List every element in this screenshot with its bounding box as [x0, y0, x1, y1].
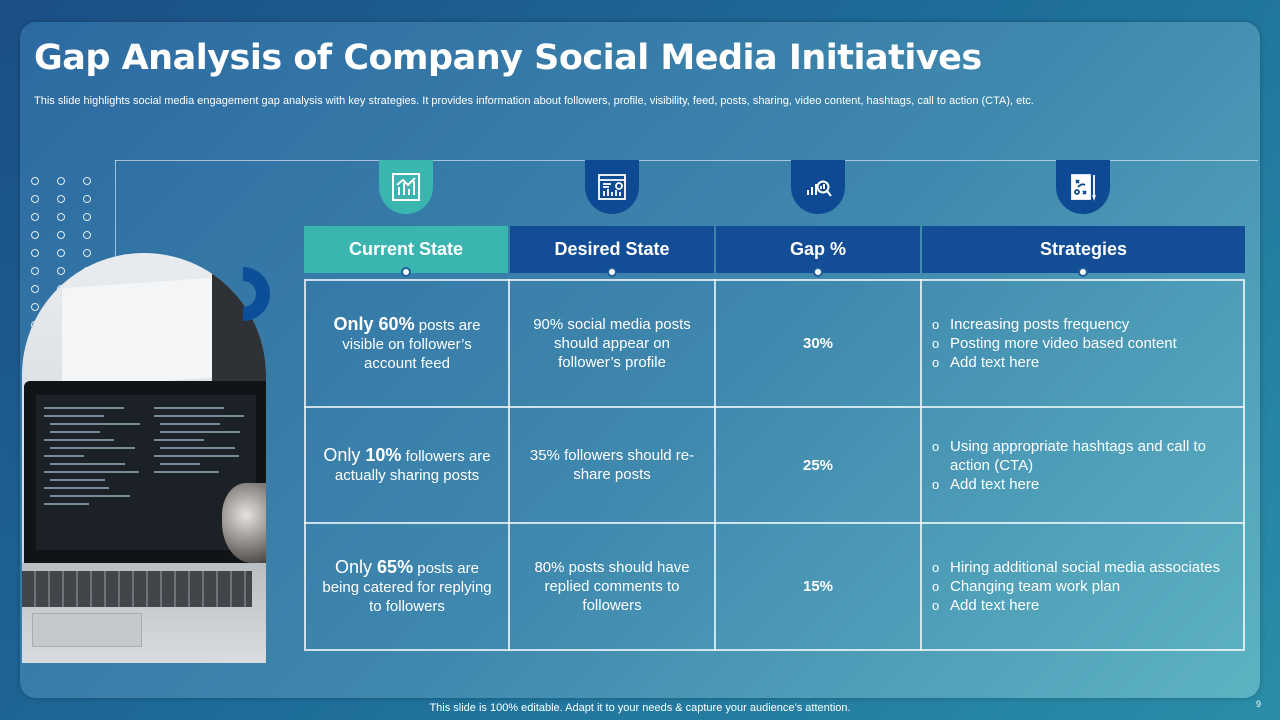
- strategy-item: Add text here: [932, 596, 1220, 615]
- table-cell-strategies: Increasing posts frequency Posting more …: [922, 281, 1243, 406]
- table-divider: [714, 279, 716, 651]
- page-number: 9: [1256, 699, 1262, 709]
- connector-dot: [813, 267, 823, 277]
- table-cell-gap: 15%: [802, 578, 834, 595]
- connector-dot: [607, 267, 617, 277]
- gap-table: [304, 279, 1245, 651]
- header-desired-state: Desired State: [510, 226, 714, 273]
- strategy-item: Using appropriate hashtags and call to a…: [932, 437, 1233, 475]
- table-cell-current: Only 65% posts are being catered for rep…: [322, 556, 492, 615]
- connector-dot: [401, 267, 411, 277]
- table-cell-strategies: Using appropriate hashtags and call to a…: [922, 408, 1243, 522]
- strategy-item: Add text here: [932, 353, 1177, 372]
- table-cell-current: Only 60% posts are visible on follower’s…: [333, 313, 481, 372]
- table-cell-strategies: Hiring additional social media associate…: [922, 524, 1243, 649]
- connector-dot: [1078, 267, 1088, 277]
- laptop-photo: [22, 253, 266, 663]
- table-cell-desired: 35% followers should re-share posts: [529, 447, 695, 483]
- strategy-item: Hiring additional social media associate…: [932, 558, 1220, 577]
- decorative-frame-line: [115, 160, 116, 260]
- header-current-state: Current State: [304, 226, 508, 273]
- dashboard-icon: [585, 160, 639, 214]
- table-divider: [920, 279, 922, 651]
- table-cell-gap: 25%: [802, 456, 834, 474]
- strategy-item: Increasing posts frequency: [932, 315, 1177, 334]
- strategy-item: Add text here: [932, 475, 1233, 494]
- bar-chart-icon: [379, 160, 433, 214]
- strategy-board-icon: [1056, 160, 1110, 214]
- table-divider: [304, 522, 1245, 524]
- header-gap-percent: Gap %: [716, 226, 920, 273]
- table-divider: [508, 279, 510, 651]
- header-strategies: Strategies: [922, 226, 1245, 273]
- table-cell-desired: 80% posts should have replied comments t…: [534, 559, 690, 614]
- table-cell-desired: 90% social media posts should appear on …: [533, 316, 691, 371]
- table-cell-current: Only 10% followers are actually sharing …: [323, 444, 491, 484]
- strategy-item: Posting more video based content: [932, 334, 1177, 353]
- slide-subtitle: This slide highlights social media engag…: [34, 95, 1034, 107]
- decorative-frame-line: [115, 160, 1258, 161]
- table-divider: [304, 406, 1245, 408]
- table-cell-gap: 30%: [802, 335, 834, 352]
- magnify-chart-icon: [791, 160, 845, 214]
- slide-title: Gap Analysis of Company Social Media Ini…: [34, 38, 982, 78]
- strategy-item: Changing team work plan: [932, 577, 1220, 596]
- slide-footer: This slide is 100% editable. Adapt it to…: [429, 702, 851, 714]
